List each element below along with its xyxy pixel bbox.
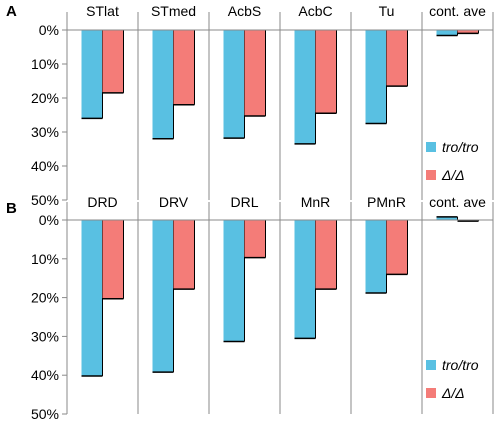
y-tick-label: 50%: [31, 192, 59, 208]
category-label: PMnR: [367, 194, 406, 210]
y-tick-label: 0%: [39, 212, 59, 228]
bar-delta-delta: [315, 220, 337, 290]
bar-tro-tro: [81, 30, 103, 119]
category-label: cont. ave: [429, 3, 486, 19]
panel-letter: A: [6, 3, 17, 20]
category-label: MnR: [301, 194, 331, 210]
bar-tro-tro: [81, 220, 103, 376]
category-label: DRV: [159, 194, 189, 210]
panel-letter: B: [6, 200, 17, 217]
y-tick-label: 20%: [31, 90, 59, 106]
bar-tro-tro: [152, 30, 174, 139]
category-label: Tu: [379, 3, 395, 19]
y-tick-label: 30%: [31, 124, 59, 140]
legend-swatch: [426, 170, 436, 180]
bar-tro-tro: [223, 220, 245, 342]
panel-b: B 0% 10% 20% 30% 40% 50% DRD DRV DRL MnR PMnR cont. …: [6, 194, 494, 422]
category-label: cont. ave: [429, 194, 486, 210]
y-tick-label: 20%: [31, 290, 59, 306]
bar-delta-delta: [244, 30, 266, 117]
legend-label: tro/tro: [442, 139, 479, 155]
y-tick-label: 40%: [31, 367, 59, 383]
bar-tro-tro: [223, 30, 245, 139]
category-label: DRL: [230, 194, 258, 210]
bar-tro-tro: [436, 216, 458, 220]
y-tick-label: 10%: [31, 56, 59, 72]
bar-delta-delta: [315, 30, 337, 114]
y-tick-label: 30%: [31, 328, 59, 344]
legend-label: Δ/Δ: [441, 167, 465, 183]
bar-tro-tro: [365, 30, 387, 124]
panel-a: A 0% 10% 20% 30% 40% 50% STlat STmed AcbS AcbC Tu co…: [6, 3, 494, 208]
y-tick-label: 40%: [31, 158, 59, 174]
bar-tro-tro: [436, 30, 458, 36]
bar-delta-delta: [386, 220, 408, 275]
bar-delta-delta: [173, 220, 195, 290]
bar-delta-delta: [386, 30, 408, 87]
bar-tro-tro: [365, 220, 387, 293]
category-label: DRD: [87, 194, 117, 210]
y-tick-label: 50%: [31, 406, 59, 422]
legend-swatch: [426, 388, 436, 398]
legend-label: Δ/Δ: [441, 385, 465, 401]
legend-swatch: [426, 142, 436, 152]
bar-tro-tro: [294, 30, 316, 144]
bar-delta-delta: [244, 220, 266, 258]
category-label: AcbC: [298, 3, 332, 19]
bar-delta-delta: [102, 30, 124, 93]
y-tick-label: 0%: [39, 22, 59, 38]
bar-delta-delta: [173, 30, 195, 105]
category-label: STmed: [151, 3, 196, 19]
legend-label: tro/tro: [442, 357, 479, 373]
category-label: AcbS: [228, 3, 261, 19]
bar-tro-tro: [294, 220, 316, 339]
bar-tro-tro: [152, 220, 174, 373]
legend-swatch: [426, 360, 436, 370]
bar-delta-delta: [457, 30, 479, 34]
y-tick-label: 10%: [31, 251, 59, 267]
bar-delta-delta: [102, 220, 124, 299]
category-label: STlat: [86, 3, 119, 19]
